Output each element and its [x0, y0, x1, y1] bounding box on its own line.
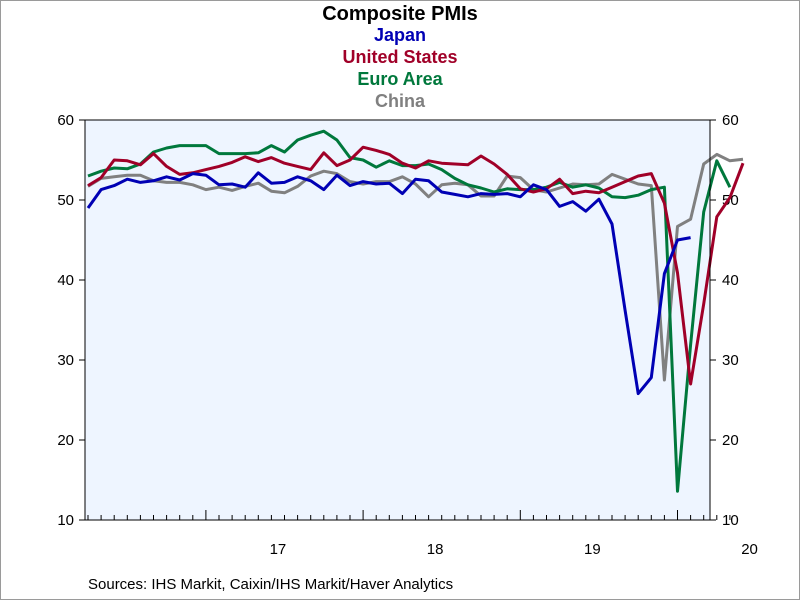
y-tick-label-left: 10	[57, 512, 74, 529]
y-tick-label-left: 60	[57, 112, 74, 129]
legend-entry-japan: Japan	[373, 25, 427, 45]
y-tick-label-right: 40	[722, 272, 739, 289]
y-tick-label-right: 60	[722, 112, 739, 129]
y-tick-label-left: 30	[57, 352, 74, 369]
series-line-united-states	[87, 145, 745, 386]
legend-entry-united-states: United States	[342, 47, 458, 67]
y-tick-label-right: 10	[722, 512, 739, 529]
x-tick-label: 20	[741, 541, 758, 558]
series-line-china	[87, 152, 744, 382]
y-tick-label-right: 20	[722, 432, 739, 449]
source-note: Sources: IHS Markit, Caixin/IHS Markit/H…	[88, 576, 454, 593]
plot-area	[85, 120, 710, 520]
chart-title: Composite PMIs	[322, 3, 478, 25]
x-tick-label: 18	[427, 541, 444, 558]
plot-border	[84, 119, 711, 521]
y-tick-label-left: 50	[57, 192, 74, 209]
legend-entry-china: China	[374, 91, 425, 111]
y-tick-label-left: 40	[57, 272, 74, 289]
x-tick-label: 17	[270, 541, 287, 558]
y-tick-label-left: 20	[57, 432, 74, 449]
y-tick-label-right: 30	[722, 352, 739, 369]
legend-entry-euro-area: Euro Area	[357, 69, 443, 89]
x-tick-label: 19	[584, 541, 601, 558]
series-line-japan	[86, 171, 691, 396]
